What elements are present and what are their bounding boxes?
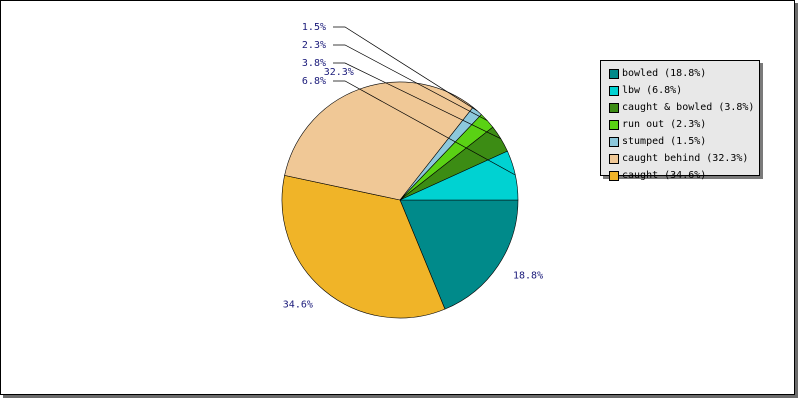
- pie-slice-lbw: [399, 150, 519, 201]
- pct-label-caught-bowled: 3.8%: [302, 58, 326, 69]
- leader-line-run-out: [333, 44, 488, 121]
- legend-swatch: [609, 85, 619, 96]
- legend: bowled (18.8%) lbw (6.8%) caught & bowled …: [600, 60, 760, 181]
- leader-line-stumped: [333, 26, 478, 112]
- legend-swatch: [609, 153, 619, 164]
- pie-slice-bowled: [399, 199, 519, 310]
- legend-swatch: [609, 136, 619, 147]
- pie-slices: [281, 81, 519, 319]
- legend-label: caught behind (32.3%): [622, 153, 749, 164]
- pie-slice-caught: [281, 175, 446, 319]
- legend-label: bowled (18.8%): [622, 68, 707, 79]
- legend-swatch: [609, 68, 619, 79]
- legend-swatch: [609, 102, 619, 113]
- pct-label-stumped: 1.5%: [302, 22, 326, 33]
- pct-label-run-out: 2.3%: [302, 40, 326, 51]
- legend-label: caught & bowled (3.8%): [622, 102, 755, 113]
- pct-label-caught-behind: 32.3%: [324, 67, 354, 78]
- legend-label: caught (34.6%): [622, 170, 707, 181]
- leader-lines: [333, 26, 516, 176]
- leader-line-caught-bowled: [333, 62, 501, 140]
- legend-label: run out (2.3%): [622, 119, 707, 130]
- percentage-labels: 18.8% 34.6% 32.3%6.8% 3.8% 2.3% 1.5%: [283, 22, 543, 310]
- pct-label-caught: 34.6%: [283, 299, 313, 310]
- legend-item-caught-behind: caught behind (32.3%): [601, 150, 759, 167]
- legend-item-stumped: stumped (1.5%): [601, 133, 759, 150]
- leader-line-lbw: [333, 80, 516, 176]
- legend-label: lbw (6.8%): [622, 85, 683, 96]
- pct-label-bowled: 18.8%: [513, 271, 543, 282]
- legend-swatch: [609, 170, 619, 181]
- pct-label-lbw: 6.8%: [302, 76, 326, 87]
- legend-item-lbw: lbw (6.8%): [601, 82, 759, 99]
- legend-item-caught: caught (34.6%): [601, 167, 759, 184]
- legend-swatch: [609, 119, 619, 130]
- legend-item-bowled: bowled (18.8%): [601, 65, 759, 82]
- legend-label: stumped (1.5%): [622, 136, 707, 147]
- legend-item-run-out: run out (2.3%): [601, 116, 759, 133]
- legend-item-caught-bowled: caught & bowled (3.8%): [601, 99, 759, 116]
